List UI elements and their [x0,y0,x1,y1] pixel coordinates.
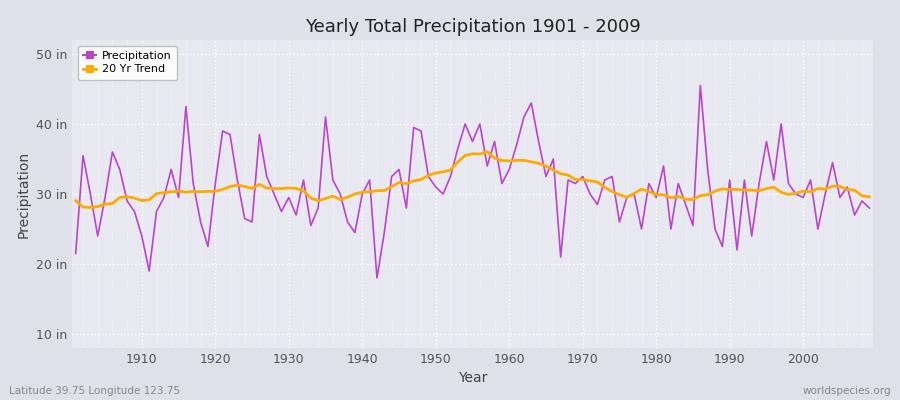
Y-axis label: Precipitation: Precipitation [16,150,31,238]
Text: worldspecies.org: worldspecies.org [803,386,891,396]
Title: Yearly Total Precipitation 1901 - 2009: Yearly Total Precipitation 1901 - 2009 [304,18,641,36]
Legend: Precipitation, 20 Yr Trend: Precipitation, 20 Yr Trend [77,46,177,80]
Text: Latitude 39.75 Longitude 123.75: Latitude 39.75 Longitude 123.75 [9,386,180,396]
X-axis label: Year: Year [458,372,487,386]
